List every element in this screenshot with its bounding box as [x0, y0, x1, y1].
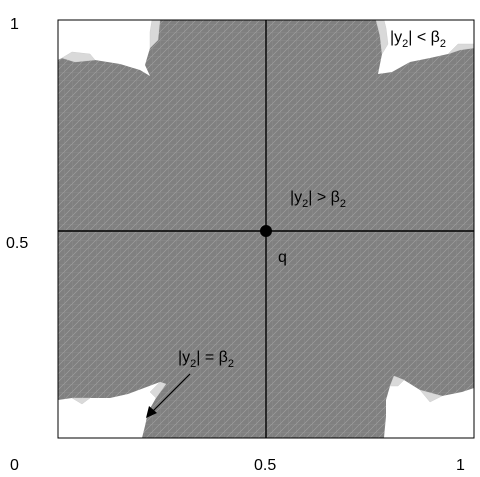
- point-q-label: q: [278, 249, 287, 266]
- point-q: [260, 225, 272, 237]
- y-tick-0-5: 0.5: [6, 235, 28, 252]
- label-greater: |y2| > β2: [290, 189, 346, 210]
- label-less: |y2| < β2: [390, 29, 446, 50]
- arrow-head: [146, 406, 157, 418]
- y-tick-1: 1: [10, 16, 19, 33]
- label-equal: |y2| = β2: [178, 349, 234, 370]
- x-tick-1: 1: [456, 457, 465, 474]
- x-tick-0-5: 0.5: [254, 457, 276, 474]
- x-tick-0: 0: [10, 457, 19, 474]
- boundary-arrow: [149, 373, 191, 415]
- boundary-fringe: [61, 20, 474, 405]
